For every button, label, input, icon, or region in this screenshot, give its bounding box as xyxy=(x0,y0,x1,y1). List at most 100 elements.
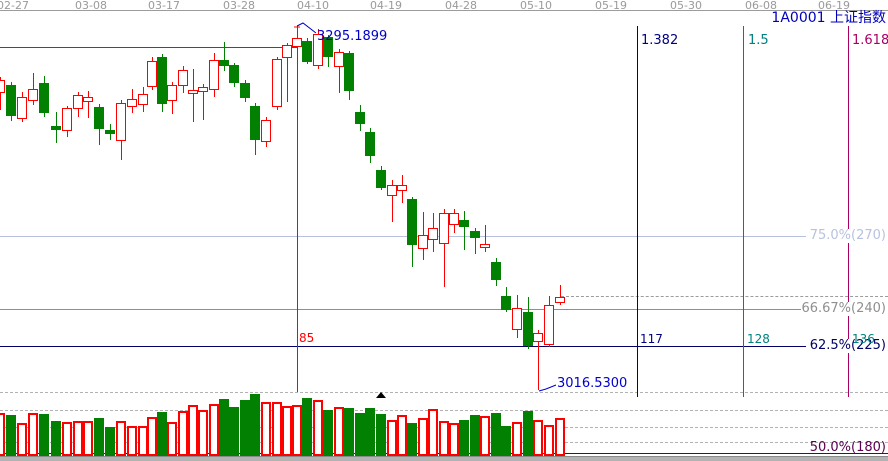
candle-body xyxy=(501,296,511,310)
retracement-line xyxy=(0,309,806,310)
candle-body xyxy=(229,65,239,83)
candle-wick xyxy=(475,228,476,254)
candle-body xyxy=(397,185,407,191)
candle-body xyxy=(6,85,16,116)
fib-timezone-line xyxy=(743,26,744,397)
volume-bar xyxy=(292,405,302,456)
volume-bar xyxy=(334,407,344,456)
candle-wick xyxy=(464,211,465,250)
volume-bar xyxy=(209,404,219,456)
volume-bar xyxy=(6,415,16,456)
volume-bar xyxy=(157,412,167,456)
candle-body xyxy=(512,308,522,330)
candle-body xyxy=(83,97,93,102)
candle-body xyxy=(292,38,302,47)
fib-ratio-15-label: 1.5 xyxy=(748,33,769,48)
volume-bar xyxy=(302,398,312,456)
candle-body xyxy=(94,107,104,129)
volume-bar xyxy=(491,413,501,456)
volume-bar xyxy=(459,420,469,456)
candle-body xyxy=(219,60,229,66)
candle-wick xyxy=(0,77,1,110)
candle-wick xyxy=(287,43,288,102)
volume-gridline xyxy=(0,392,888,393)
retracement-66-label: 66.67%(240) xyxy=(801,301,886,316)
candle-wick xyxy=(339,49,340,93)
date-label: 03-17 xyxy=(148,0,180,12)
volume-bar xyxy=(355,413,365,456)
candle-body xyxy=(387,185,397,196)
volume-bar xyxy=(407,423,417,456)
candle-body xyxy=(188,90,198,94)
candle-body xyxy=(198,87,208,92)
volume-bar xyxy=(229,407,239,456)
candle-body xyxy=(418,235,428,249)
candle-body xyxy=(116,103,126,141)
candle-body xyxy=(157,57,167,104)
volume-bar xyxy=(418,418,428,456)
candle-body xyxy=(555,297,565,303)
date-label: 05-10 xyxy=(520,0,552,12)
candle-wick xyxy=(392,180,393,222)
volume-bar xyxy=(480,416,490,456)
volume-bar xyxy=(73,421,83,456)
candle-body xyxy=(147,61,157,87)
candle-body xyxy=(138,94,148,105)
retracement-line xyxy=(0,346,806,347)
volume-bar xyxy=(397,415,407,456)
volume-bar xyxy=(94,418,104,456)
fib-timezone-line xyxy=(637,26,638,397)
date-label: 02-27 xyxy=(0,0,29,12)
fib-base-horizontal-line xyxy=(0,47,297,48)
volume-bar xyxy=(167,422,177,456)
low-price-label: 3016.5300 xyxy=(557,376,628,391)
candle-body xyxy=(365,132,375,156)
candle-body xyxy=(459,220,469,227)
candle-body xyxy=(105,130,115,134)
candle-wick xyxy=(444,209,445,287)
fib-count-136-label: 136 xyxy=(852,332,875,346)
volume-bar xyxy=(188,405,198,456)
volume-bar xyxy=(512,422,522,456)
candle-body xyxy=(407,199,417,245)
fib-count-128-label: 128 xyxy=(747,332,770,346)
volume-bar xyxy=(387,420,397,456)
candle-body xyxy=(449,213,459,225)
volume-bar xyxy=(376,414,386,456)
candle-body xyxy=(167,85,177,101)
candle-body xyxy=(439,213,449,244)
volume-bar xyxy=(219,399,229,456)
candle-body xyxy=(313,34,323,66)
candle-body xyxy=(209,60,219,90)
date-axis-line xyxy=(0,10,888,11)
candle-body xyxy=(334,52,344,67)
volume-bar xyxy=(51,421,61,456)
volume-bar xyxy=(428,409,438,456)
candle-body xyxy=(480,244,490,248)
volume-bar xyxy=(127,426,137,456)
candle-body xyxy=(544,305,554,345)
date-label: 04-10 xyxy=(297,0,329,12)
volume-bar xyxy=(261,402,271,456)
candle-body xyxy=(127,99,137,107)
candle-body xyxy=(491,262,501,280)
date-label: 03-08 xyxy=(75,0,107,12)
volume-bar xyxy=(198,410,208,456)
volume-gridline xyxy=(0,410,888,411)
volume-bar xyxy=(178,411,188,456)
date-label: 04-19 xyxy=(370,0,402,12)
candle-body xyxy=(533,333,543,342)
candle-body xyxy=(240,83,250,98)
fib-base-count-label: 85 xyxy=(299,331,315,345)
volume-bar xyxy=(449,423,459,456)
candle-body xyxy=(272,59,282,107)
candle-wick xyxy=(224,42,225,71)
fib-ratio-1618-label: 1.618 xyxy=(852,33,888,48)
volume-bar xyxy=(555,418,565,456)
candle-body xyxy=(282,45,292,58)
candle-body xyxy=(51,126,61,130)
volume-bar xyxy=(282,406,292,456)
volume-bar xyxy=(344,408,354,456)
date-label: 05-19 xyxy=(595,0,627,12)
